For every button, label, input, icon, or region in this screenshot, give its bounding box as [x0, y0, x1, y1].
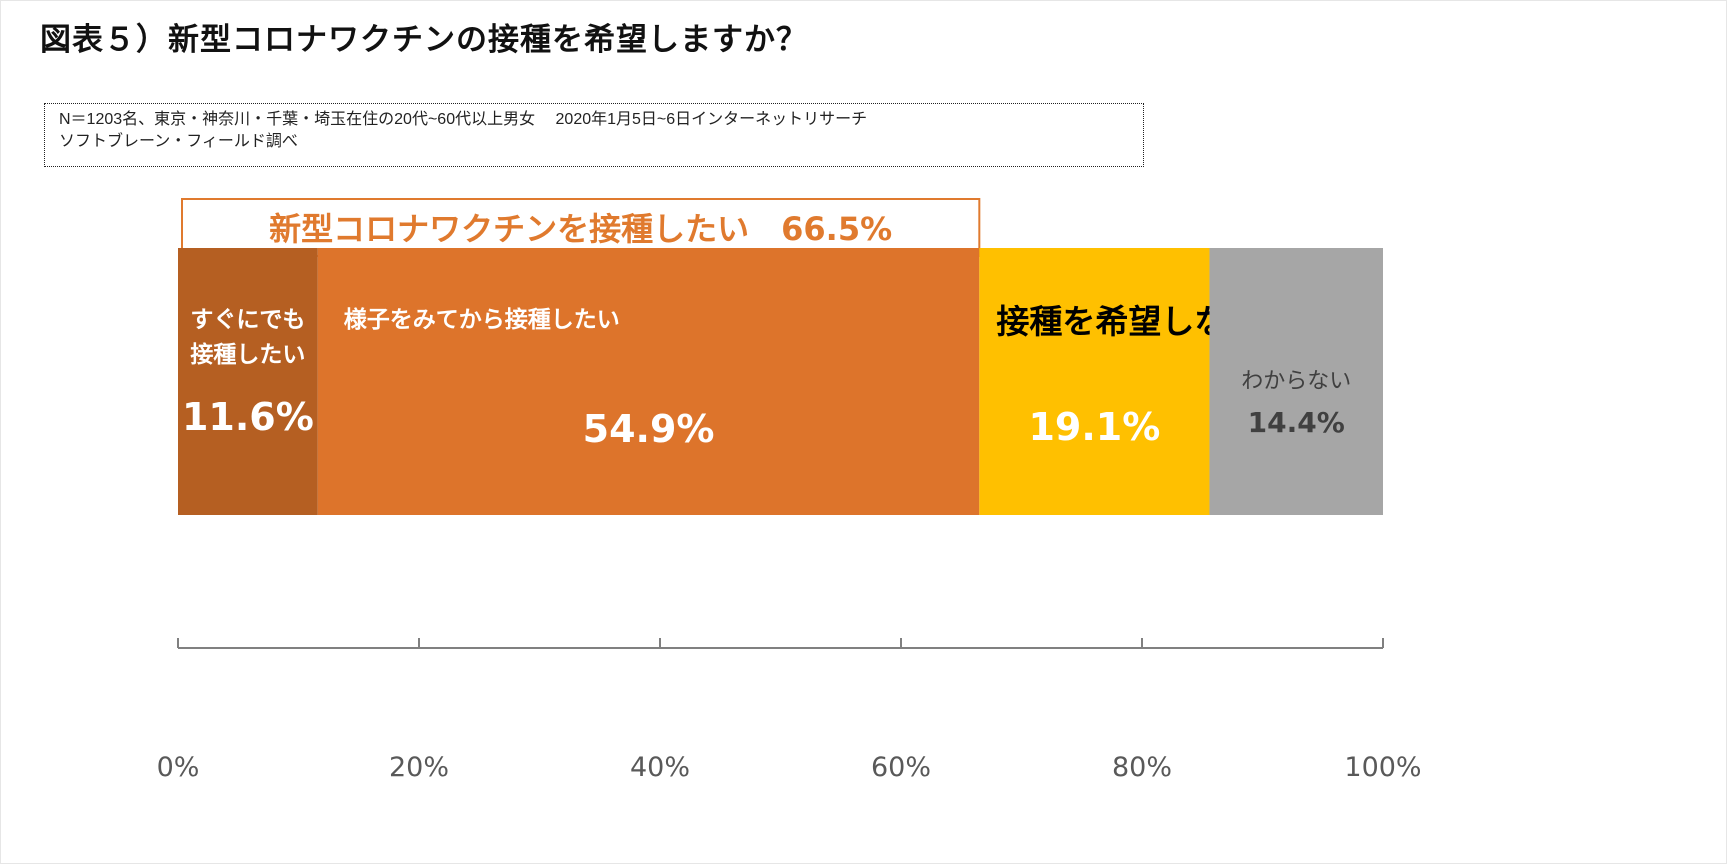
note-line-2: ソフトブレーン・フィールド調べ	[59, 133, 298, 150]
x-tick-label: 0%	[157, 752, 200, 783]
x-tick-label: 80%	[1112, 752, 1172, 783]
survey-note: N＝1203名、東京・神奈川・千葉・埼玉在住の20代~60代以上男女 2020年…	[44, 103, 1144, 167]
data-label: 14.4%	[1248, 406, 1345, 439]
x-tick-label: 40%	[630, 752, 690, 783]
x-tick-label: 60%	[871, 752, 931, 783]
bar-segment-4	[1209, 248, 1383, 515]
segment-label: 接種したい	[190, 342, 305, 368]
segment-label: すぐにでも	[190, 307, 305, 333]
chart-title: 図表５）新型コロナワクチンの接種を希望しますか？	[40, 22, 808, 58]
note-line-1: N＝1203名、東京・神奈川・千葉・埼玉在住の20代~60代以上男女 2020年…	[59, 111, 868, 128]
data-label: 11.6%	[182, 395, 314, 439]
annotation-text: 新型コロナワクチンを接種したい 66.5%	[269, 210, 892, 248]
x-tick-label: 100%	[1344, 752, 1421, 783]
bar-segment-2	[317, 248, 980, 515]
segment-label: わからない	[1241, 369, 1351, 394]
annotation-box	[181, 198, 981, 257]
x-tick-label: 20%	[389, 752, 449, 783]
data-label: 19.1%	[1028, 405, 1160, 449]
bar-segment-3	[979, 248, 1210, 515]
segment-label: 様子をみてから接種したい	[344, 306, 620, 333]
bar-segment-1	[178, 248, 318, 515]
data-label: 54.9%	[583, 407, 715, 451]
